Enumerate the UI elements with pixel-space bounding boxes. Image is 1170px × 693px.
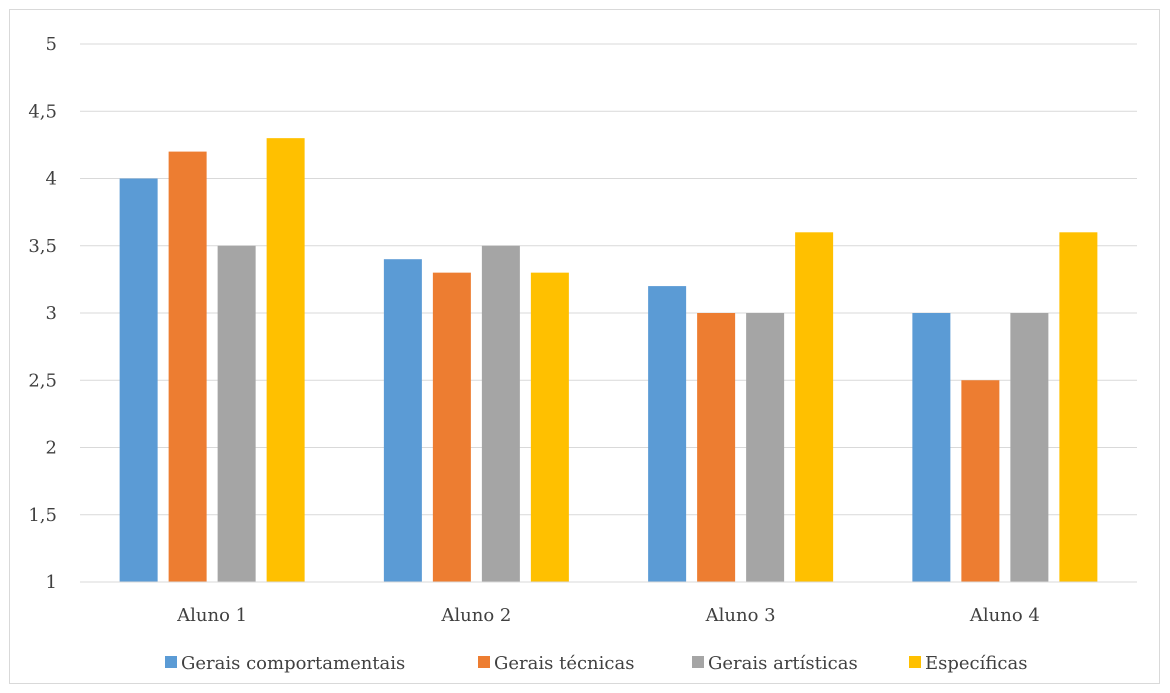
- bar: [697, 313, 736, 582]
- bar: [530, 272, 569, 582]
- legend-label: Gerais técnicas: [494, 653, 634, 674]
- bar: [266, 138, 305, 582]
- bar: [795, 232, 834, 583]
- x-tick-label: Aluno 4: [969, 605, 1040, 626]
- bar: [432, 272, 471, 582]
- legend-label: Gerais artísticas: [708, 653, 858, 674]
- bar: [746, 313, 785, 582]
- x-axis: Aluno 1 Aluno 2 Aluno 3 Aluno 4: [80, 581, 1137, 626]
- bar: [383, 259, 422, 582]
- bar: [912, 313, 951, 582]
- bars: [119, 138, 1098, 583]
- legend-swatch: [692, 656, 704, 668]
- legend-swatch: [165, 656, 177, 668]
- y-tick-label: 2: [46, 438, 57, 459]
- x-tick-label: Aluno 3: [705, 605, 776, 626]
- y-tick-label: 5: [46, 34, 57, 55]
- bar: [648, 286, 687, 582]
- legend-swatch: [478, 656, 490, 668]
- legend-label: Gerais comportamentais: [181, 653, 405, 674]
- y-axis-tick-labels: 1 1,5 2 2,5 3 3,5 4 4,5 5: [28, 34, 57, 593]
- bar: [168, 151, 207, 582]
- bar: [119, 178, 158, 582]
- y-tick-label: 3: [46, 303, 57, 324]
- bar: [1010, 313, 1049, 582]
- y-tick-label: 4,5: [28, 101, 57, 122]
- y-tick-label: 2,5: [28, 370, 57, 391]
- y-tick-label: 3,5: [28, 236, 57, 257]
- bar: [1059, 232, 1098, 583]
- y-tick-label: 4: [46, 169, 57, 190]
- x-tick-label: Aluno 1: [176, 605, 247, 626]
- bar: [217, 245, 256, 582]
- bar: [961, 380, 1000, 582]
- legend-label: Específicas: [925, 653, 1027, 674]
- x-tick-label: Aluno 2: [440, 605, 511, 626]
- y-tick-label: 1,5: [28, 505, 57, 526]
- legend: Gerais comportamentais Gerais técnicas Ger…: [165, 653, 1027, 674]
- y-tick-label: 1: [46, 572, 57, 593]
- legend-swatch: [909, 656, 921, 668]
- bar: [481, 245, 520, 582]
